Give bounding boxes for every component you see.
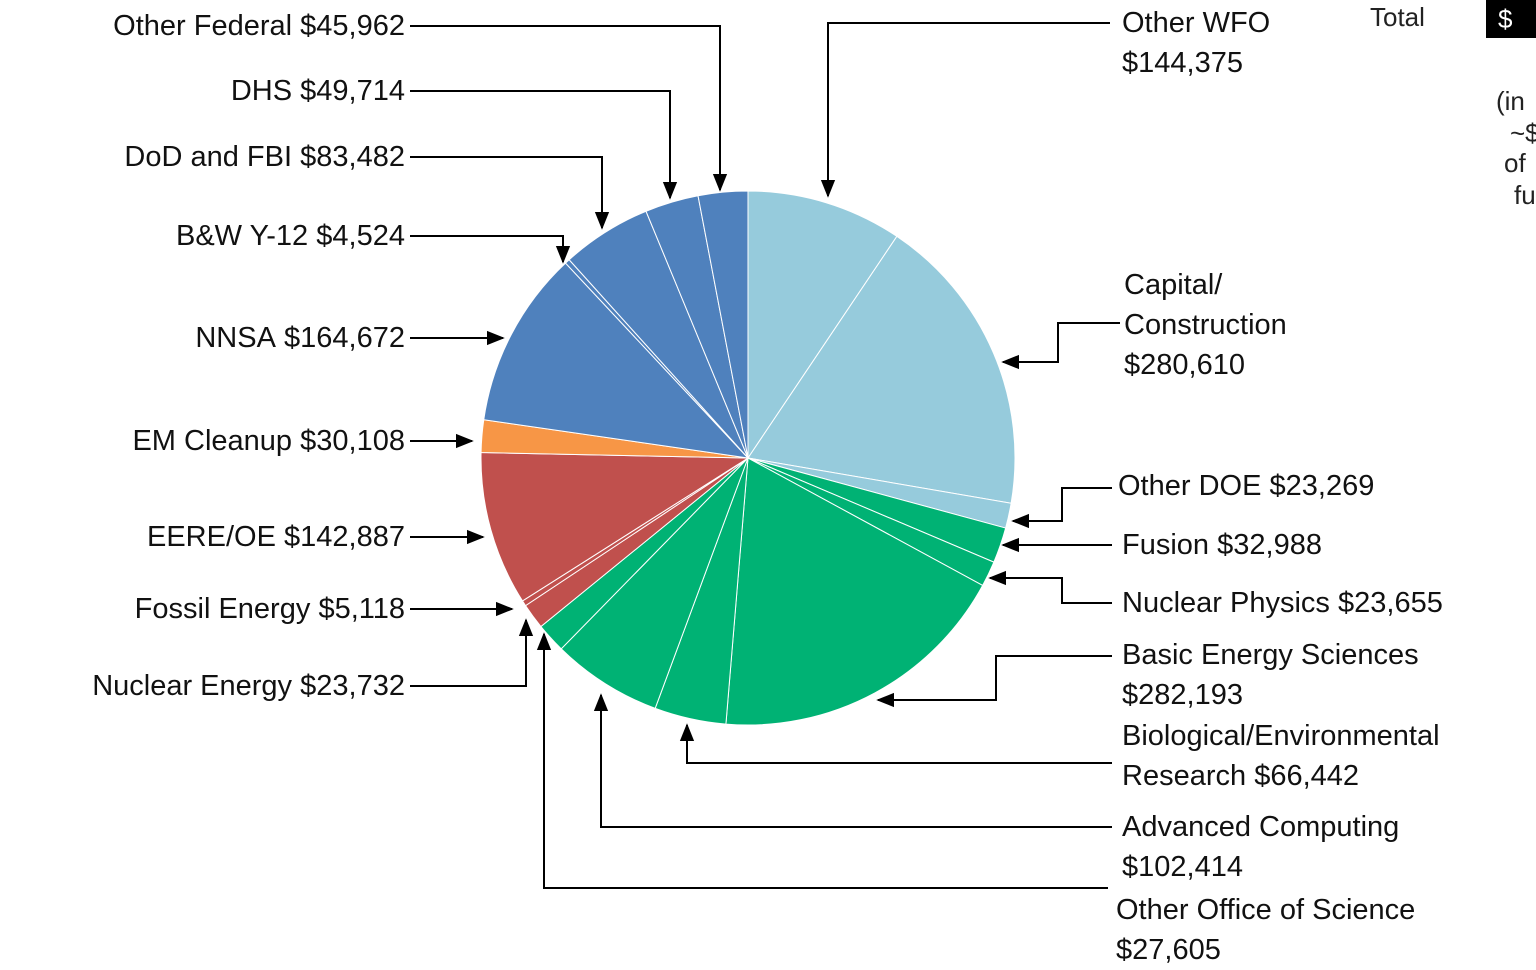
category-name: EERE/OE xyxy=(146,521,276,553)
value-label: $282,193 xyxy=(1122,679,1243,711)
leader-line xyxy=(410,235,571,264)
slice-label: DoD and FBI $83,482 xyxy=(124,137,405,177)
value-label: $32,988 xyxy=(1217,529,1322,561)
category-name: Other Federal xyxy=(113,10,293,42)
pie-slice xyxy=(697,190,749,459)
category-name: Nuclear Energy xyxy=(92,670,293,702)
category-name: Nuclear Physics xyxy=(1122,587,1330,619)
slice-label: Fossil Energy $5,118 xyxy=(135,589,405,629)
pie-slice xyxy=(560,457,749,709)
leader-line xyxy=(1001,322,1120,370)
value-label: $30,108 xyxy=(300,425,405,457)
value-label: $102,414 xyxy=(1122,851,1243,883)
leader-line xyxy=(593,693,1112,828)
total-value: $ xyxy=(1486,0,1536,38)
category-name: Basic Energy Sciences xyxy=(1122,639,1419,671)
slice-label: DHS $49,714 xyxy=(231,71,405,111)
value-label: $23,732 xyxy=(300,670,405,702)
pie-slice xyxy=(747,235,1016,504)
total-label: Total xyxy=(1370,2,1425,32)
note-line: ~$ xyxy=(1510,118,1536,148)
value-label: $280,610 xyxy=(1124,349,1245,381)
value-label: $66,442 xyxy=(1254,760,1360,792)
slice-label: Nuclear Physics $23,655 xyxy=(1122,583,1443,623)
leader-line xyxy=(536,632,1108,889)
slice-label: Capital/ Construction $280,610 xyxy=(1124,265,1287,385)
value-label: $27,605 xyxy=(1116,934,1221,966)
slice-label: Other Office of Science $27,605 xyxy=(1116,890,1415,970)
category-name: DoD and FBI xyxy=(124,141,293,173)
value-label: $5,118 xyxy=(318,593,405,625)
note-line: of xyxy=(1504,148,1526,178)
category-name: DHS xyxy=(230,75,293,107)
pie-slice xyxy=(725,457,984,726)
value-label: $45,962 xyxy=(300,10,405,42)
leader-line xyxy=(1011,487,1112,529)
category-name: B&W Y-12 xyxy=(176,220,309,252)
value-label: $142,887 xyxy=(284,521,405,553)
slice-label: Other Federal $45,962 xyxy=(113,6,405,46)
category-name: Biological/Environmental Research xyxy=(1122,720,1440,792)
value-label: $83,482 xyxy=(300,141,405,173)
category-name: Other WFO xyxy=(1122,7,1271,39)
pie-slice xyxy=(483,262,750,459)
slice-label: Advanced Computing $102,414 xyxy=(1122,807,1399,887)
leader-line xyxy=(988,570,1112,604)
leader-line xyxy=(410,90,678,200)
leader-line xyxy=(679,723,1112,764)
value-label: $49,714 xyxy=(300,75,405,107)
slice-label: EERE/OE $142,887 xyxy=(147,517,405,557)
leader-line xyxy=(820,22,1110,198)
category-name: Advanced Computing xyxy=(1122,811,1400,843)
value-label: $23,269 xyxy=(1269,470,1375,502)
category-name: Fossil Energy xyxy=(134,593,311,625)
pie xyxy=(480,190,1016,726)
value-label: $4,524 xyxy=(316,220,405,252)
slice-label: EM Cleanup $30,108 xyxy=(132,421,405,461)
category-name: EM Cleanup xyxy=(132,425,293,457)
slice-label: Other DOE $23,269 xyxy=(1118,466,1374,506)
slice-label: B&W Y-12 $4,524 xyxy=(176,216,405,256)
slice-label: NNSA $164,672 xyxy=(195,318,405,358)
slice-label: Other WFO $144,375 xyxy=(1122,3,1270,83)
slice-label: Biological/Environmental Research $66,442 xyxy=(1122,716,1440,796)
pie-slice xyxy=(480,452,750,602)
leader-line xyxy=(410,25,728,192)
category-name: Fusion xyxy=(1122,529,1210,561)
category-name: Other Office of Science xyxy=(1116,894,1416,926)
leader-line xyxy=(876,655,1112,708)
value-label: $144,375 xyxy=(1122,47,1243,79)
leader-line xyxy=(410,618,534,687)
note-line: fu xyxy=(1514,180,1536,210)
value-label: $23,655 xyxy=(1338,587,1443,619)
slice-label: Fusion $32,988 xyxy=(1122,525,1322,565)
slice-label: Basic Energy Sciences $282,193 xyxy=(1122,635,1419,715)
pie-slice xyxy=(747,190,898,460)
category-name: NNSA xyxy=(195,322,276,354)
value-label: $164,672 xyxy=(284,322,405,354)
note-line: (in xyxy=(1496,86,1525,116)
category-name: Capital/ Construction xyxy=(1124,269,1287,341)
leader-lines xyxy=(410,22,1120,889)
category-name: Other DOE xyxy=(1118,470,1262,502)
slice-label: Nuclear Energy $23,732 xyxy=(92,666,405,706)
leader-line xyxy=(410,156,610,230)
